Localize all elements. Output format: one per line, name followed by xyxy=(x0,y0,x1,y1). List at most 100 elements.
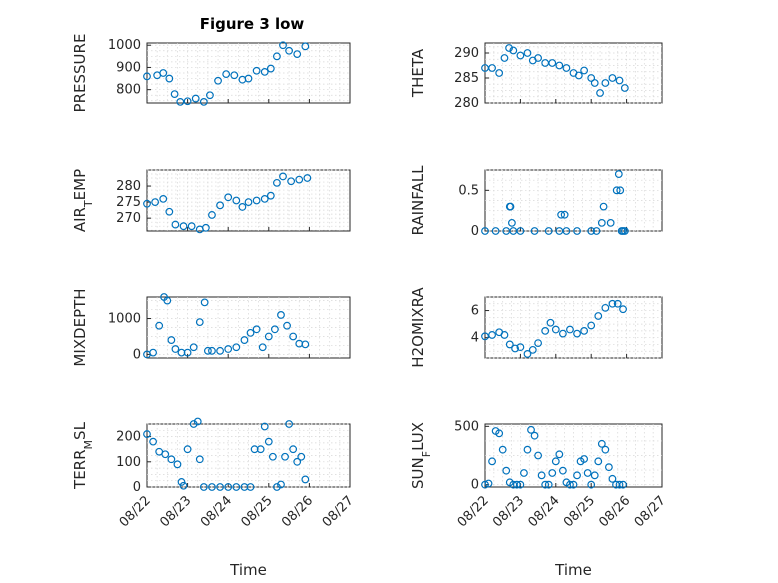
data-point xyxy=(279,172,287,181)
x-tick-label: 08/25 xyxy=(239,493,276,530)
data-point xyxy=(583,469,592,477)
data-point xyxy=(512,480,521,489)
data-point xyxy=(246,483,255,491)
data-point xyxy=(170,90,179,99)
data-point xyxy=(544,227,553,235)
data-point xyxy=(199,483,208,491)
data-point xyxy=(495,429,504,438)
data-point xyxy=(301,340,310,349)
data-point xyxy=(289,445,298,454)
data-point xyxy=(590,471,599,480)
data-point xyxy=(580,455,589,463)
data-point xyxy=(509,46,518,55)
x-tick-label: 08/26 xyxy=(279,493,316,530)
data-point xyxy=(541,326,550,335)
data-point xyxy=(530,227,539,235)
data-point xyxy=(534,451,542,460)
data-point xyxy=(171,220,180,229)
data-point xyxy=(199,97,208,106)
y-tick-label: 275 xyxy=(116,195,141,210)
data-point xyxy=(244,74,253,83)
data-point xyxy=(523,49,532,57)
data-point xyxy=(289,332,298,341)
data-point xyxy=(303,174,312,182)
y-axis-label: TERRMSL xyxy=(71,421,95,490)
data-point xyxy=(281,452,289,461)
data-point xyxy=(601,303,610,312)
data-point xyxy=(149,437,157,446)
data-point xyxy=(541,480,550,489)
data-point xyxy=(573,471,581,480)
y-axis-label: SUNFLUX xyxy=(409,422,433,489)
data-point xyxy=(183,97,192,106)
data-point xyxy=(238,203,247,211)
y-tick-label: 100 xyxy=(116,455,141,470)
data-point xyxy=(260,194,269,203)
data-point xyxy=(167,336,176,344)
data-point xyxy=(165,207,174,216)
data-point xyxy=(523,350,532,358)
data-point xyxy=(149,348,157,357)
data-point xyxy=(189,420,198,428)
data-point xyxy=(232,483,241,491)
data-point xyxy=(179,222,188,231)
data-point xyxy=(551,457,560,466)
data-point xyxy=(143,199,151,208)
data-point xyxy=(293,50,302,59)
y-tick-label: 6 xyxy=(471,304,479,319)
data-point xyxy=(277,311,285,319)
y-tick-label: 4 xyxy=(471,331,479,346)
data-point xyxy=(620,84,629,92)
data-point xyxy=(620,227,629,235)
data-point xyxy=(173,460,182,469)
data-point xyxy=(244,198,253,207)
x-tick-label: 08/23 xyxy=(490,493,527,530)
data-point xyxy=(594,457,603,466)
data-point xyxy=(498,445,507,454)
data-point xyxy=(270,325,279,334)
data-point xyxy=(491,227,500,235)
data-point xyxy=(240,336,249,344)
data-point xyxy=(516,480,525,489)
data-point xyxy=(594,312,603,320)
data-point xyxy=(537,471,546,480)
data-point xyxy=(560,210,569,219)
data-point xyxy=(580,66,589,75)
data-point xyxy=(252,66,261,75)
y-tick-label: 1000 xyxy=(108,38,141,53)
data-point xyxy=(273,483,281,491)
axes-box xyxy=(146,169,351,232)
data-point xyxy=(301,42,310,51)
data-point xyxy=(587,227,596,235)
data-point xyxy=(264,437,273,446)
y-tick-label: 1000 xyxy=(108,312,141,327)
data-point xyxy=(601,445,610,454)
data-point xyxy=(187,222,196,231)
data-point xyxy=(295,175,304,184)
data-point xyxy=(599,202,608,211)
data-point xyxy=(520,469,528,477)
y-axis-label: RAINFALL xyxy=(409,165,427,236)
data-point xyxy=(301,475,310,484)
y-tick-label: 200 xyxy=(116,430,141,445)
data-point xyxy=(224,345,233,353)
data-point xyxy=(601,79,610,87)
data-point xyxy=(195,455,204,464)
data-point xyxy=(283,321,291,330)
data-point xyxy=(208,346,216,355)
data-point xyxy=(481,480,489,489)
data-point xyxy=(516,343,525,352)
data-point xyxy=(597,218,606,227)
data-point xyxy=(555,61,564,70)
data-point xyxy=(214,76,222,85)
data-point xyxy=(592,227,601,235)
data-point xyxy=(569,480,578,489)
data-point xyxy=(557,210,566,219)
data-point xyxy=(615,480,624,489)
data-point xyxy=(260,422,269,431)
data-point xyxy=(183,445,192,454)
x-tick-label: 08/27 xyxy=(320,493,357,530)
data-point xyxy=(277,480,285,489)
